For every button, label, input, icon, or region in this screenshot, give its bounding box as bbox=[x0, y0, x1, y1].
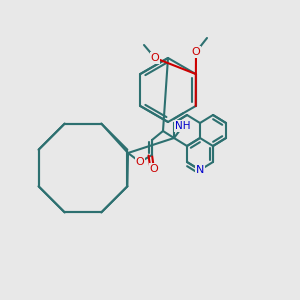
Text: NH: NH bbox=[175, 121, 191, 131]
Text: O: O bbox=[192, 47, 200, 57]
Text: N: N bbox=[196, 165, 204, 175]
Text: O: O bbox=[151, 53, 159, 63]
Text: O: O bbox=[136, 157, 144, 167]
Text: O: O bbox=[150, 164, 158, 174]
